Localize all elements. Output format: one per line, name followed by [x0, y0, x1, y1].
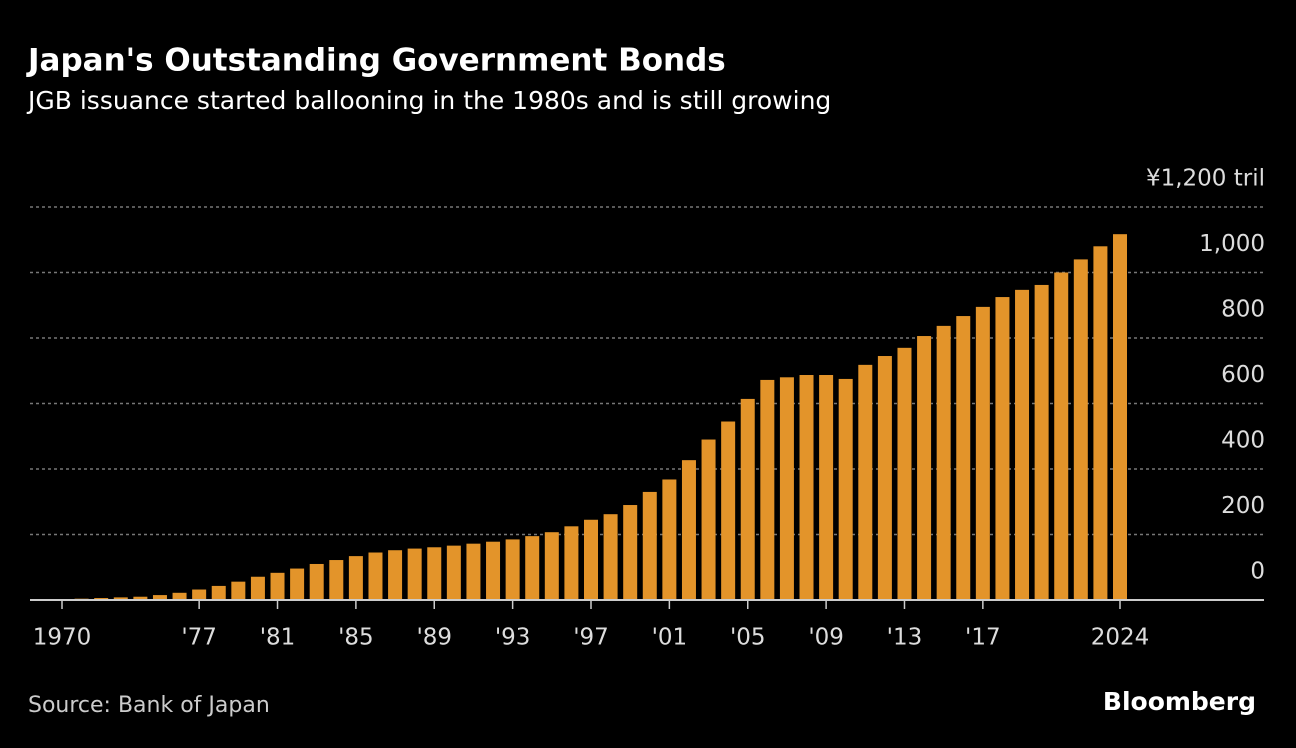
y-tick-label: 1,000: [1199, 231, 1265, 257]
bar: [956, 316, 971, 600]
bar: [113, 597, 128, 600]
bar: [662, 479, 677, 600]
y-tick-label: ¥1,200 tril: [1146, 166, 1265, 192]
y-tick-label: 800: [1221, 297, 1265, 323]
bar: [799, 375, 814, 600]
y-tick-label: 0: [1250, 559, 1265, 585]
bar: [681, 460, 696, 600]
bar: [838, 378, 853, 600]
x-tick-label: '01: [652, 625, 688, 651]
x-tick-label: '97: [573, 625, 609, 651]
bar: [721, 421, 736, 600]
bar: [544, 532, 559, 600]
bar: [564, 526, 579, 600]
bar: [505, 539, 520, 600]
bar: [348, 556, 363, 600]
bar: [623, 505, 638, 600]
bar: [329, 560, 344, 600]
bar: [897, 347, 912, 600]
x-tick-label: 1970: [33, 625, 92, 651]
bar: [133, 596, 148, 600]
bar: [407, 548, 422, 600]
bar: [231, 581, 246, 600]
bar: [1093, 246, 1108, 601]
bar: [309, 563, 324, 600]
bar: [368, 552, 383, 600]
bar: [995, 297, 1010, 600]
bar: [152, 595, 167, 600]
y-tick-label: 400: [1221, 428, 1265, 454]
x-tick-label: '05: [730, 625, 766, 651]
bar: [427, 547, 442, 600]
bar: [250, 576, 265, 600]
bar: [270, 572, 285, 600]
bar: [858, 364, 873, 600]
bar: [584, 519, 598, 600]
y-tick-label: 200: [1221, 493, 1265, 519]
chart-title: Japan's Outstanding Government Bonds: [26, 43, 726, 79]
x-tick-label: '09: [808, 625, 844, 651]
x-tick-label: '93: [495, 625, 531, 651]
bar: [760, 379, 775, 600]
bar: [1073, 259, 1088, 600]
bar: [388, 550, 403, 600]
bar: [642, 491, 657, 600]
chart-subtitle: JGB issuance started ballooning in the 1…: [26, 86, 831, 115]
bar: [1034, 284, 1049, 600]
bar: [917, 336, 932, 600]
x-tick-label: '89: [416, 625, 452, 651]
bar: [603, 514, 618, 600]
bar: [486, 541, 501, 600]
bar: [290, 568, 305, 600]
brand: Bloomberg: [1103, 687, 1256, 716]
x-tick-label: '13: [887, 625, 923, 651]
source: Source: Bank of Japan: [28, 693, 270, 718]
x-tick-label: '77: [181, 625, 217, 651]
bar: [211, 585, 226, 600]
x-tick-label: '17: [965, 625, 1001, 651]
bar: [740, 398, 755, 600]
bar: [466, 543, 481, 600]
x-tick-label: 2024: [1091, 625, 1150, 651]
bar: [1054, 272, 1069, 600]
y-tick-label: 600: [1221, 362, 1265, 388]
x-tick-label: '85: [338, 625, 374, 651]
bar: [779, 377, 794, 600]
bar: [975, 306, 990, 600]
bar: [701, 439, 716, 600]
bar: [819, 375, 834, 600]
bar: [446, 545, 461, 600]
bar: [936, 325, 951, 600]
bar: [1015, 289, 1030, 600]
bar: [172, 592, 187, 600]
x-tick-label: '81: [260, 625, 296, 651]
bar: [192, 589, 207, 600]
bar: [525, 536, 540, 600]
bar: [1113, 234, 1127, 600]
bar: [877, 356, 892, 600]
